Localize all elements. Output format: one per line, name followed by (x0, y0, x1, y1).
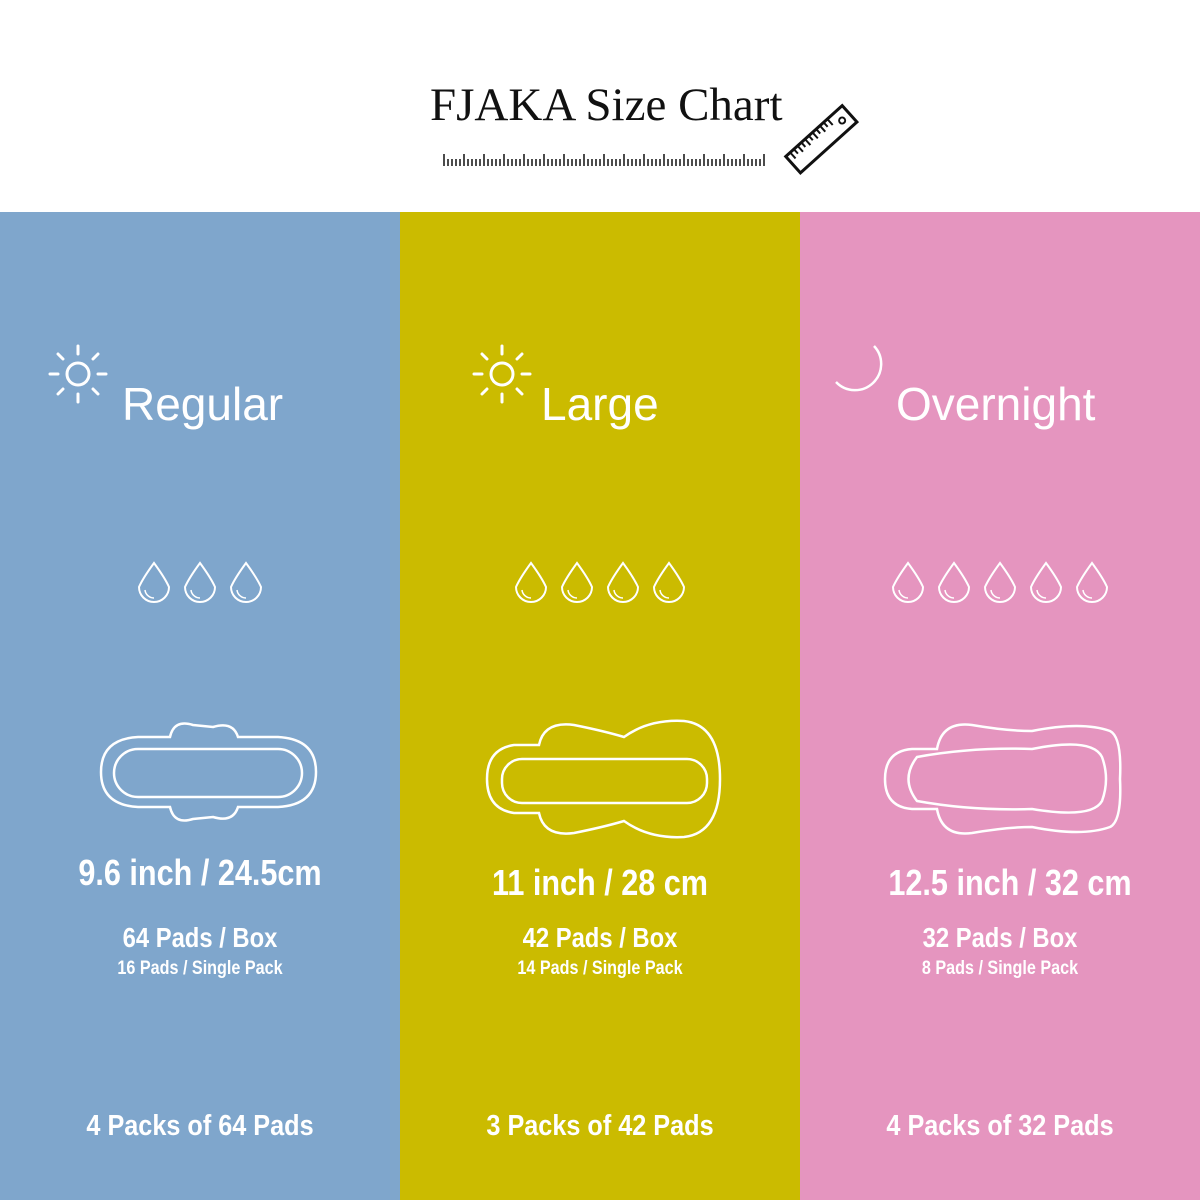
drop-icon (606, 561, 640, 603)
column-overnight: Overnight 12.5 inch / 32 cm 32 Pads / Bo… (800, 212, 1200, 1200)
size-name: Overnight (896, 378, 1096, 430)
drop-icon (514, 561, 548, 603)
pads-per-box: 32 Pads / Box (922, 922, 1078, 953)
column-regular: Regular 9.6 inch / 24.5cm 64 Pads / Box … (0, 212, 400, 1200)
size-name: Large (541, 378, 659, 430)
column-large: Large 11 inch / 28 cm 42 Pads / Box 14 P… (400, 212, 800, 1200)
pad-regular-icon (99, 722, 318, 822)
drop-icon (891, 561, 925, 603)
drop-icon (652, 561, 686, 603)
pad-length: 11 inch / 28 cm (491, 862, 709, 903)
drop-icon (1029, 561, 1063, 603)
pack-count: 3 Packs of 42 Pads (486, 1110, 714, 1142)
drop-icon (229, 561, 263, 603)
ruler-ticks (443, 154, 765, 166)
drop-icon (1075, 561, 1109, 603)
pad-overnight-icon (883, 723, 1122, 835)
sun-icon (472, 344, 532, 404)
ruler-icon (783, 103, 860, 175)
pad-large-icon (485, 719, 722, 839)
moon-icon (835, 345, 883, 392)
pad-length: 12.5 inch / 32 cm (888, 862, 1132, 903)
absorbency-drops (0, 560, 400, 606)
drop-icon (183, 561, 217, 603)
pads-per-pack: 16 Pads / Single Pack (117, 958, 283, 979)
pad-length: 9.6 inch / 24.5cm (78, 852, 322, 893)
drop-icon (137, 561, 171, 603)
pack-count: 4 Packs of 32 Pads (886, 1110, 1114, 1142)
pads-per-box: 64 Pads / Box (122, 922, 278, 953)
absorbency-drops (400, 560, 800, 606)
pads-per-pack: 8 Pads / Single Pack (921, 958, 1079, 979)
pack-count: 4 Packs of 64 Pads (86, 1110, 314, 1142)
size-name: Regular (122, 378, 284, 430)
pads-per-box: 42 Pads / Box (522, 922, 678, 953)
pads-per-pack: 14 Pads / Single Pack (517, 958, 683, 979)
absorbency-drops (800, 560, 1200, 606)
drop-icon (560, 561, 594, 603)
page-title: FJAKA Size Chart (430, 79, 783, 131)
sun-icon (48, 344, 108, 404)
drop-icon (937, 561, 971, 603)
drop-icon (983, 561, 1017, 603)
